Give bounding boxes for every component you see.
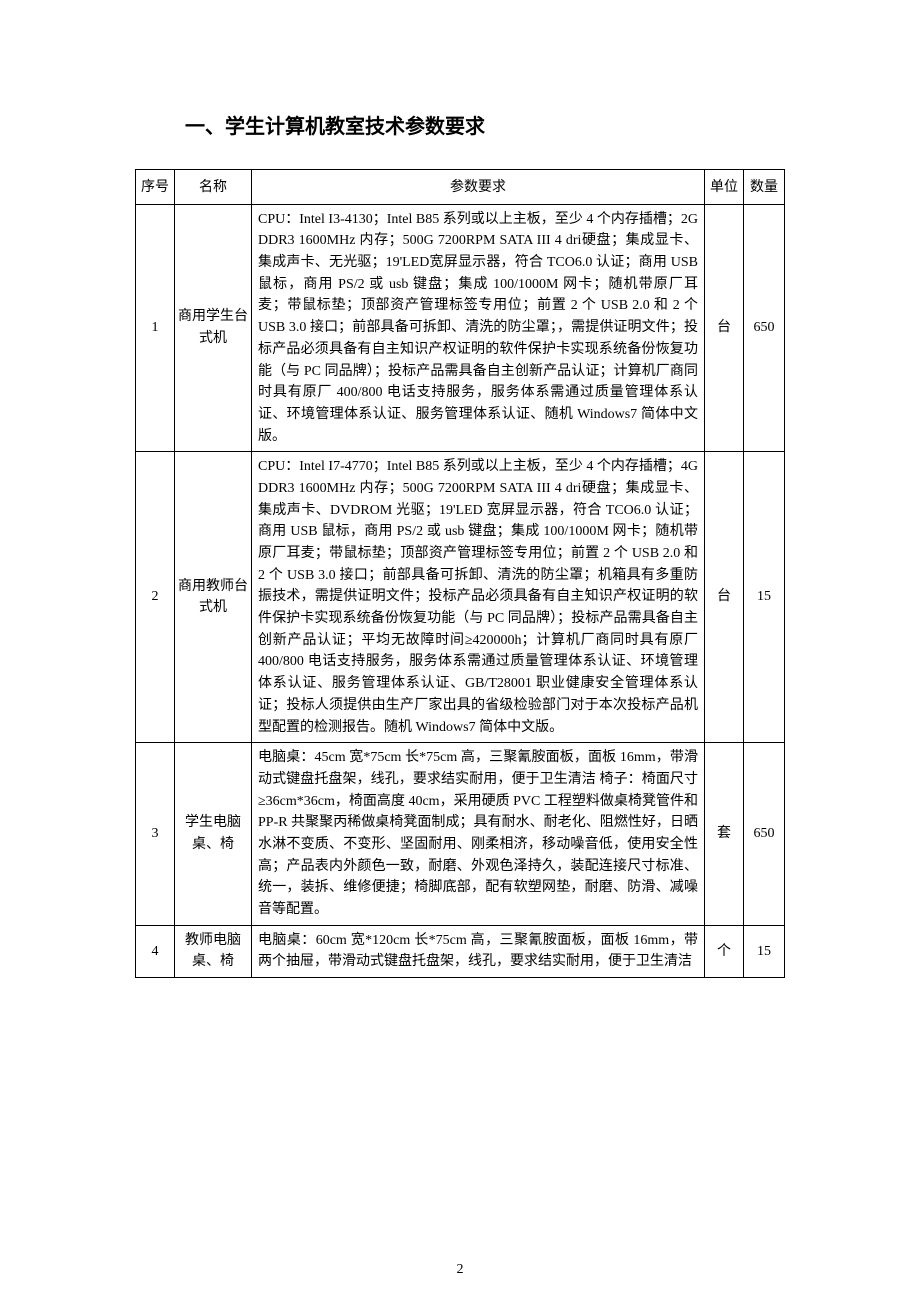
cell-seq: 3 <box>136 743 175 926</box>
cell-name: 学生电脑桌、椅 <box>175 743 252 926</box>
cell-qty: 650 <box>744 204 785 452</box>
page-number: 2 <box>0 1262 920 1278</box>
cell-req: 电脑桌：60cm 宽*120cm 长*75cm 高，三聚氰胺面板，面板 16mm… <box>252 925 705 977</box>
spec-table-body: 1 商用学生台式机 CPU：Intel I3-4130；Intel B85 系列… <box>136 204 785 977</box>
cell-unit: 台 <box>705 452 744 743</box>
cell-seq: 1 <box>136 204 175 452</box>
cell-req: CPU：Intel I3-4130；Intel B85 系列或以上主板，至少 4… <box>252 204 705 452</box>
table-row: 3 学生电脑桌、椅 电脑桌：45cm 宽*75cm 长*75cm 高，三聚氰胺面… <box>136 743 785 926</box>
col-unit: 单位 <box>705 170 744 205</box>
cell-name: 商用学生台式机 <box>175 204 252 452</box>
cell-qty: 15 <box>744 925 785 977</box>
header-row: 序号 名称 参数要求 单位 数量 <box>136 170 785 205</box>
col-seq: 序号 <box>136 170 175 205</box>
cell-unit: 台 <box>705 204 744 452</box>
col-name: 名称 <box>175 170 252 205</box>
page: 一、学生计算机教室技术参数要求 序号 名称 参数要求 单位 数量 1 商用学生台… <box>0 0 920 1302</box>
cell-unit: 套 <box>705 743 744 926</box>
cell-qty: 15 <box>744 452 785 743</box>
col-qty: 数量 <box>744 170 785 205</box>
cell-req: CPU：Intel I7-4770；Intel B85 系列或以上主板，至少 4… <box>252 452 705 743</box>
cell-unit: 个 <box>705 925 744 977</box>
spec-table-head: 序号 名称 参数要求 单位 数量 <box>136 170 785 205</box>
cell-name: 商用教师台式机 <box>175 452 252 743</box>
table-row: 2 商用教师台式机 CPU：Intel I7-4770；Intel B85 系列… <box>136 452 785 743</box>
table-row: 4 教师电脑桌、椅 电脑桌：60cm 宽*120cm 长*75cm 高，三聚氰胺… <box>136 925 785 977</box>
page-title: 一、学生计算机教室技术参数要求 <box>185 110 785 139</box>
col-req: 参数要求 <box>252 170 705 205</box>
cell-qty: 650 <box>744 743 785 926</box>
table-row: 1 商用学生台式机 CPU：Intel I3-4130；Intel B85 系列… <box>136 204 785 452</box>
cell-seq: 4 <box>136 925 175 977</box>
cell-seq: 2 <box>136 452 175 743</box>
spec-table: 序号 名称 参数要求 单位 数量 1 商用学生台式机 CPU：Intel I3-… <box>135 169 785 978</box>
cell-name: 教师电脑桌、椅 <box>175 925 252 977</box>
cell-req: 电脑桌：45cm 宽*75cm 长*75cm 高，三聚氰胺面板，面板 16mm，… <box>252 743 705 926</box>
